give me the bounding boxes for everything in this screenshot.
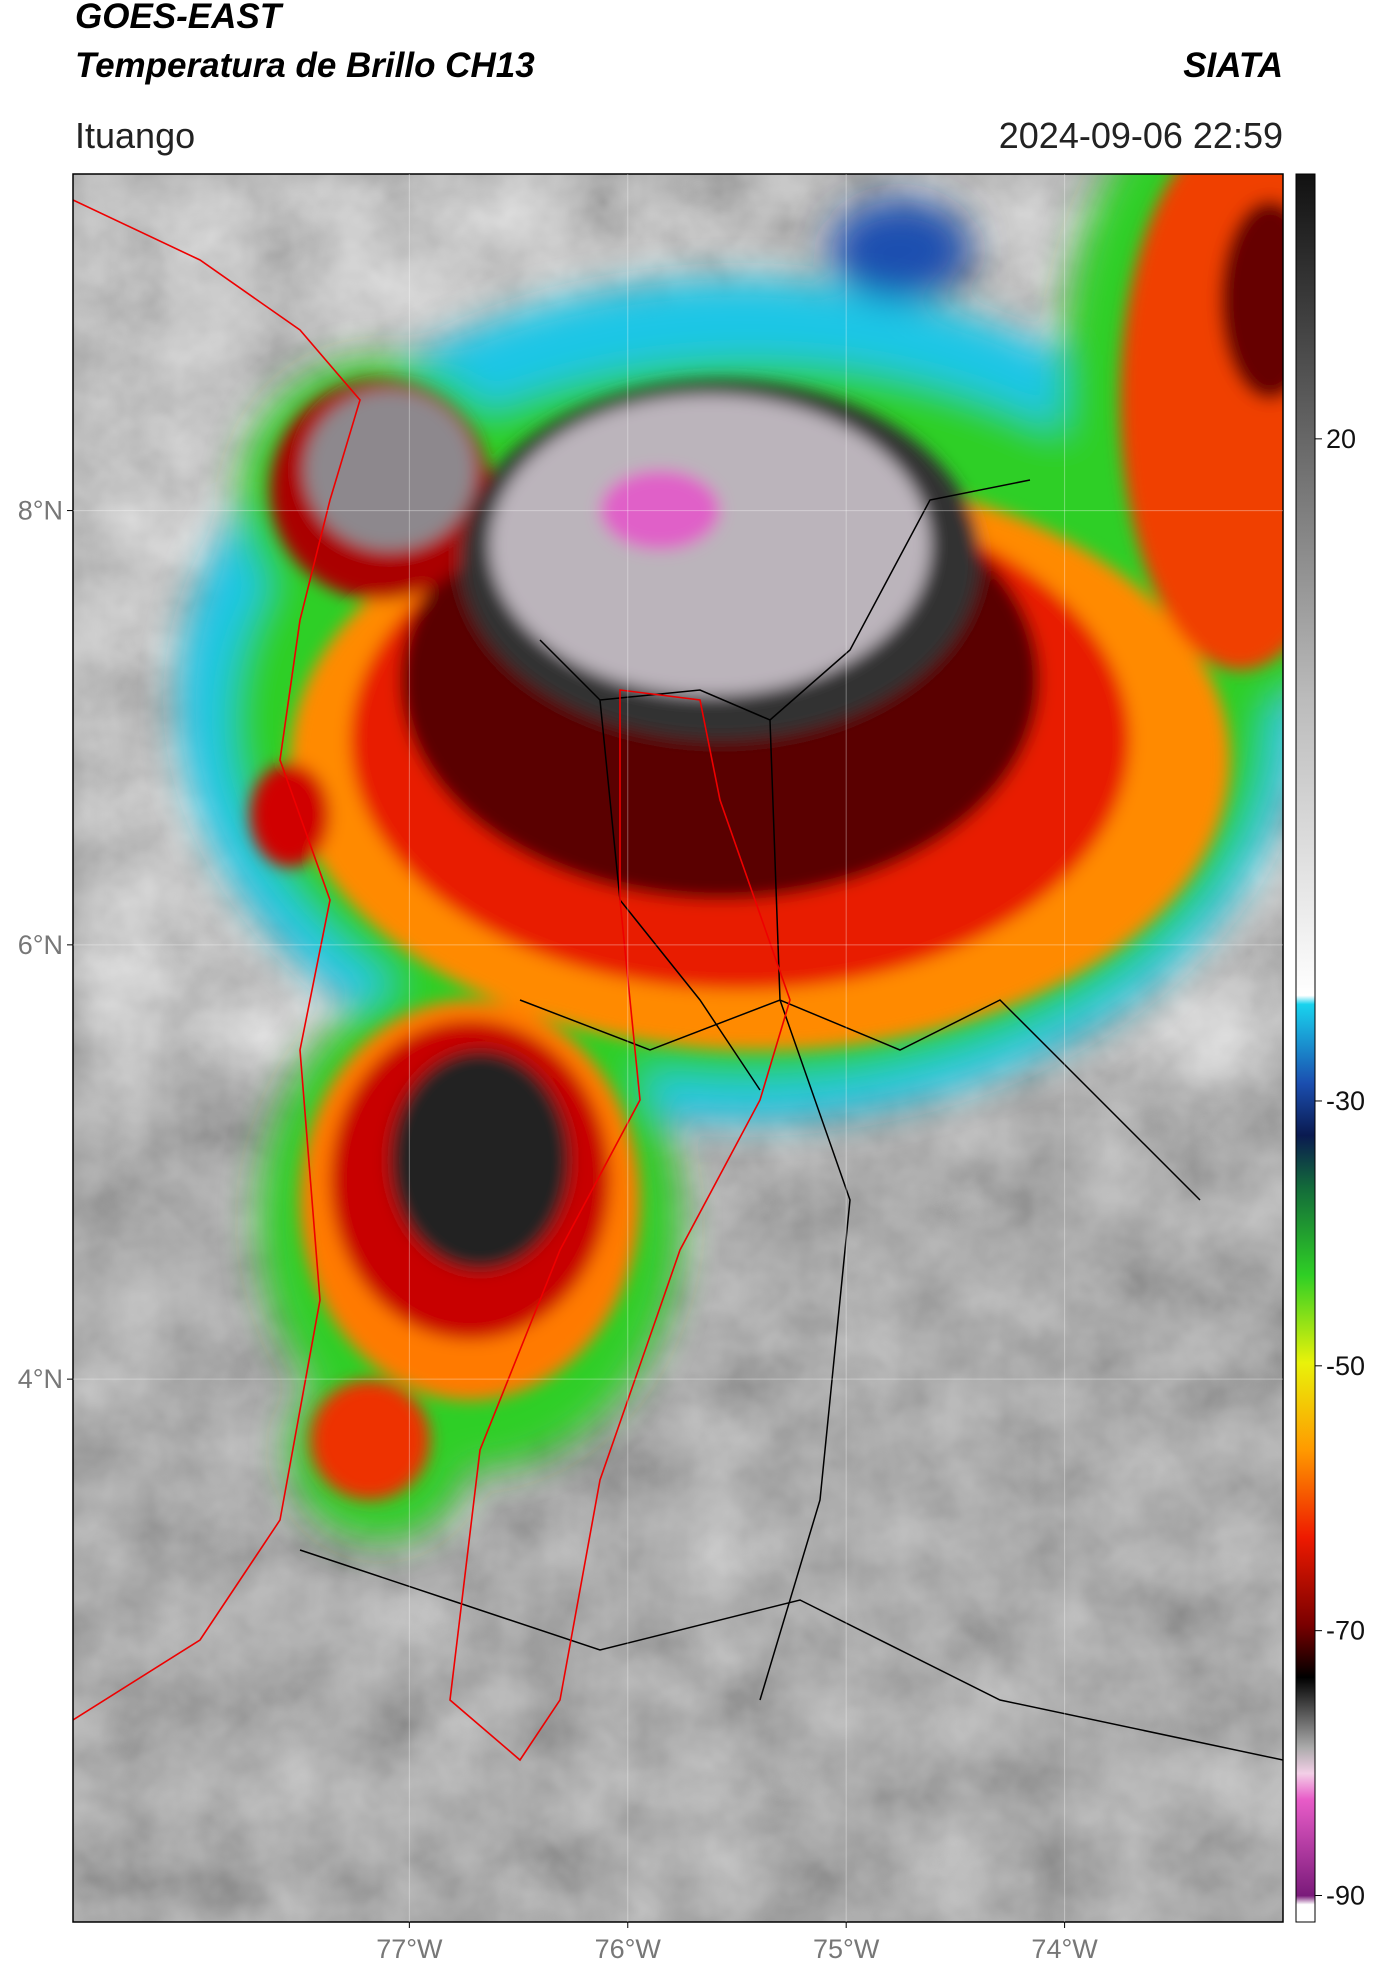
x-tick-label: 74°W — [1031, 1934, 1098, 1964]
y-tick-label: 8°N — [18, 496, 63, 526]
colorbar-tick-label: 20 — [1326, 424, 1356, 454]
colorbar-tick-label: -90 — [1326, 1881, 1365, 1911]
x-tick-label: 76°W — [595, 1934, 662, 1964]
datetime: 2024-09-06 22:59 — [999, 115, 1283, 156]
x-tick-label: 75°W — [813, 1934, 880, 1964]
map-frame — [72, 173, 1284, 1923]
title: GOES-EAST — [75, 0, 284, 36]
boundaries — [299, 479, 1283, 1761]
x-tick-label: 77°W — [376, 1934, 443, 1964]
y-tick-label: 6°N — [18, 930, 63, 960]
brand: SIATA — [1183, 46, 1283, 85]
y-tick-label: 4°N — [18, 1364, 63, 1394]
subtitle: Temperatura de Brillo CH13 — [75, 46, 535, 85]
colorbar — [1295, 173, 1316, 1923]
location: Ituango — [75, 115, 195, 156]
coastline — [73, 199, 791, 1762]
colorbar-tick-label: -70 — [1326, 1616, 1365, 1646]
colorbar-tick-label: -50 — [1326, 1351, 1365, 1381]
colorbar-tick-label: -30 — [1326, 1086, 1365, 1116]
satellite-image — [73, 174, 1283, 1922]
